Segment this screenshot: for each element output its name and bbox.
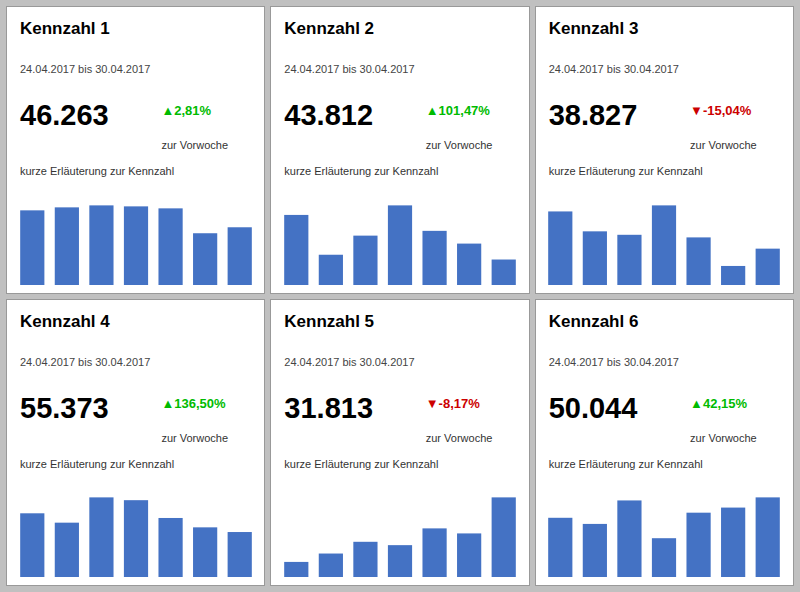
bar <box>687 513 711 577</box>
bar <box>756 497 780 577</box>
panel: Kennzahl 3 24.04.2017 bis 30.04.2017 38.82… <box>535 6 794 294</box>
change-caption: zur Vorwoche <box>161 139 228 151</box>
change-caption: zur Vorwoche <box>690 139 757 151</box>
bar <box>20 513 44 577</box>
bar <box>756 248 780 284</box>
bar <box>89 497 113 577</box>
bar <box>652 205 676 285</box>
bar-chart <box>543 491 785 577</box>
bar <box>583 231 607 285</box>
bar <box>284 562 308 577</box>
panel-title: Kennzahl 5 <box>284 312 374 332</box>
date-range: 24.04.2017 bis 30.04.2017 <box>20 356 150 368</box>
bar <box>388 545 412 577</box>
description: kurze Erläuterung zur Kennzahl <box>20 165 174 177</box>
change-caption: zur Vorwoche <box>161 432 228 444</box>
bar <box>319 554 343 577</box>
bar <box>652 538 676 577</box>
bar <box>353 542 377 577</box>
kpi-change: ▼-15,04% <box>690 103 751 118</box>
date-range: 24.04.2017 bis 30.04.2017 <box>549 356 679 368</box>
bar <box>319 254 343 284</box>
kpi-change: ▲2,81% <box>161 103 211 118</box>
bar <box>423 528 447 577</box>
kpi-change: ▲101,47% <box>426 103 490 118</box>
date-range: 24.04.2017 bis 30.04.2017 <box>284 356 414 368</box>
bar <box>457 243 481 284</box>
bars <box>20 497 252 577</box>
bar <box>721 265 745 284</box>
panel: Kennzahl 1 24.04.2017 bis 30.04.2017 46.26… <box>6 6 265 294</box>
bar <box>549 211 573 285</box>
kpi-value: 43.812 <box>284 99 373 132</box>
bar <box>284 214 308 284</box>
description: kurze Erläuterung zur Kennzahl <box>549 165 703 177</box>
dashboard: Kennzahl 1 24.04.2017 bis 30.04.2017 46.26… <box>0 0 800 592</box>
bar <box>687 237 711 285</box>
bars <box>284 205 516 285</box>
bar-chart <box>15 199 257 285</box>
kpi-value: 31.813 <box>284 392 373 425</box>
bar <box>124 206 148 285</box>
bars <box>549 205 781 285</box>
bar <box>227 227 251 285</box>
bar <box>423 230 447 284</box>
date-range: 24.04.2017 bis 30.04.2017 <box>284 63 414 75</box>
bar <box>353 235 377 284</box>
bar <box>20 210 44 285</box>
panel: Kennzahl 2 24.04.2017 bis 30.04.2017 43.81… <box>270 6 529 294</box>
bar <box>721 508 745 577</box>
description: kurze Erläuterung zur Kennzahl <box>284 165 438 177</box>
bar <box>388 205 412 285</box>
kpi-value: 50.044 <box>549 392 638 425</box>
panel: Kennzahl 5 24.04.2017 bis 30.04.2017 31.81… <box>270 299 529 587</box>
kpi-value: 38.827 <box>549 99 638 132</box>
change-caption: zur Vorwoche <box>426 139 493 151</box>
bar <box>618 500 642 577</box>
bar <box>583 524 607 577</box>
bar <box>193 233 217 285</box>
bar-chart <box>279 199 521 285</box>
bar <box>549 518 573 577</box>
bar-chart <box>543 199 785 285</box>
bars <box>20 205 252 285</box>
bar <box>124 500 148 577</box>
bar <box>457 533 481 577</box>
change-caption: zur Vorwoche <box>426 432 493 444</box>
change-caption: zur Vorwoche <box>690 432 757 444</box>
bar-chart <box>279 491 521 577</box>
panel: Kennzahl 6 24.04.2017 bis 30.04.2017 50.04… <box>535 299 794 587</box>
kpi-change: ▼-8,17% <box>426 396 480 411</box>
bar <box>227 532 251 577</box>
panel-title: Kennzahl 4 <box>20 312 110 332</box>
panel-title: Kennzahl 1 <box>20 19 110 39</box>
bar <box>193 527 217 577</box>
bar <box>618 234 642 284</box>
bar <box>492 259 516 284</box>
bar <box>54 207 78 285</box>
bars <box>284 497 516 577</box>
kpi-change: ▲42,15% <box>690 396 747 411</box>
bar <box>158 518 182 577</box>
date-range: 24.04.2017 bis 30.04.2017 <box>20 63 150 75</box>
bar <box>158 208 182 285</box>
bar <box>54 523 78 577</box>
panel: Kennzahl 4 24.04.2017 bis 30.04.2017 55.37… <box>6 299 265 587</box>
description: kurze Erläuterung zur Kennzahl <box>20 458 174 470</box>
bar-chart <box>15 491 257 577</box>
kpi-value: 55.373 <box>20 392 109 425</box>
panel-title: Kennzahl 3 <box>549 19 639 39</box>
description: kurze Erläuterung zur Kennzahl <box>549 458 703 470</box>
description: kurze Erläuterung zur Kennzahl <box>284 458 438 470</box>
kpi-change: ▲136,50% <box>161 396 225 411</box>
date-range: 24.04.2017 bis 30.04.2017 <box>549 63 679 75</box>
kpi-value: 46.263 <box>20 99 109 132</box>
bar <box>89 205 113 285</box>
bar <box>492 497 516 577</box>
bars <box>549 497 781 577</box>
panel-title: Kennzahl 2 <box>284 19 374 39</box>
panel-title: Kennzahl 6 <box>549 312 639 332</box>
